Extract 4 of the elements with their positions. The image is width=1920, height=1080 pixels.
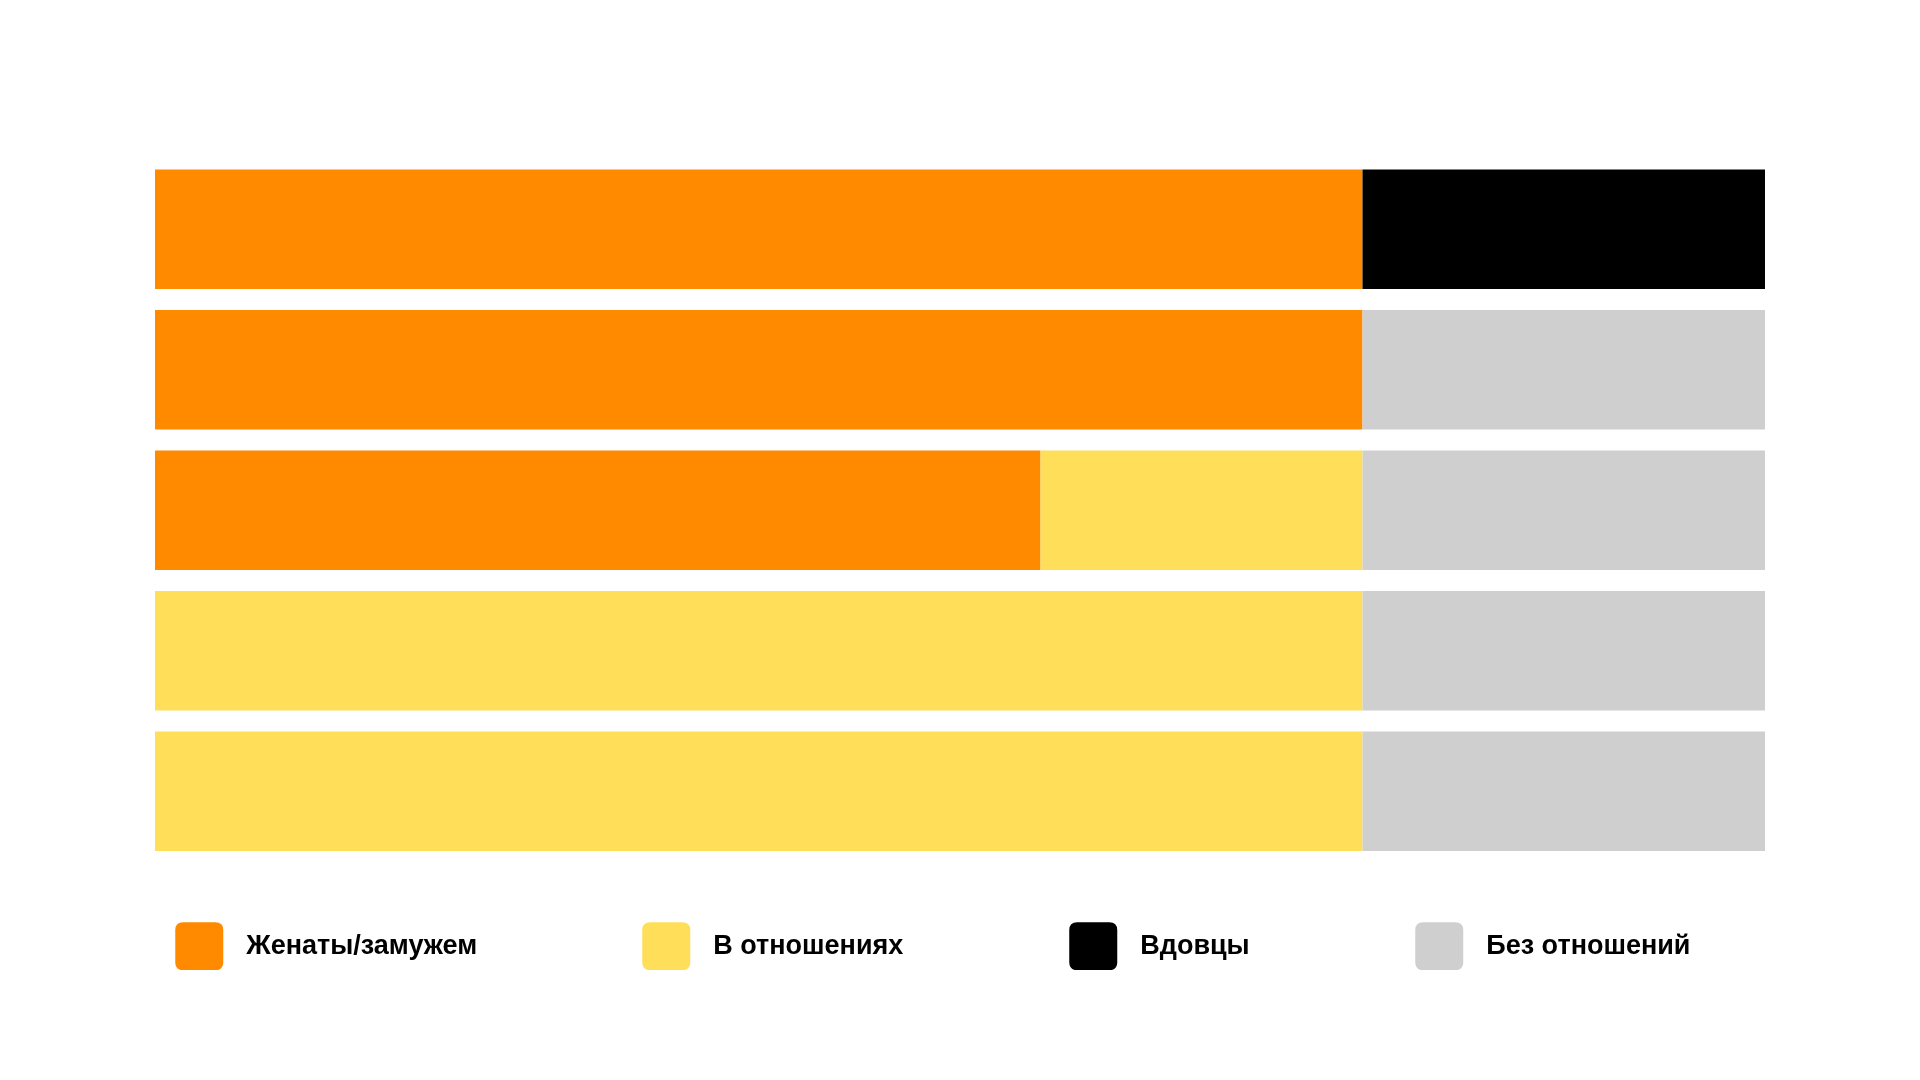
- legend-label: Женаты/замужем: [245, 930, 477, 960]
- legend-label: Вдовцы: [1140, 930, 1250, 960]
- legend-label: Без отношений: [1486, 930, 1691, 960]
- legend-label: В отношениях: [713, 930, 904, 960]
